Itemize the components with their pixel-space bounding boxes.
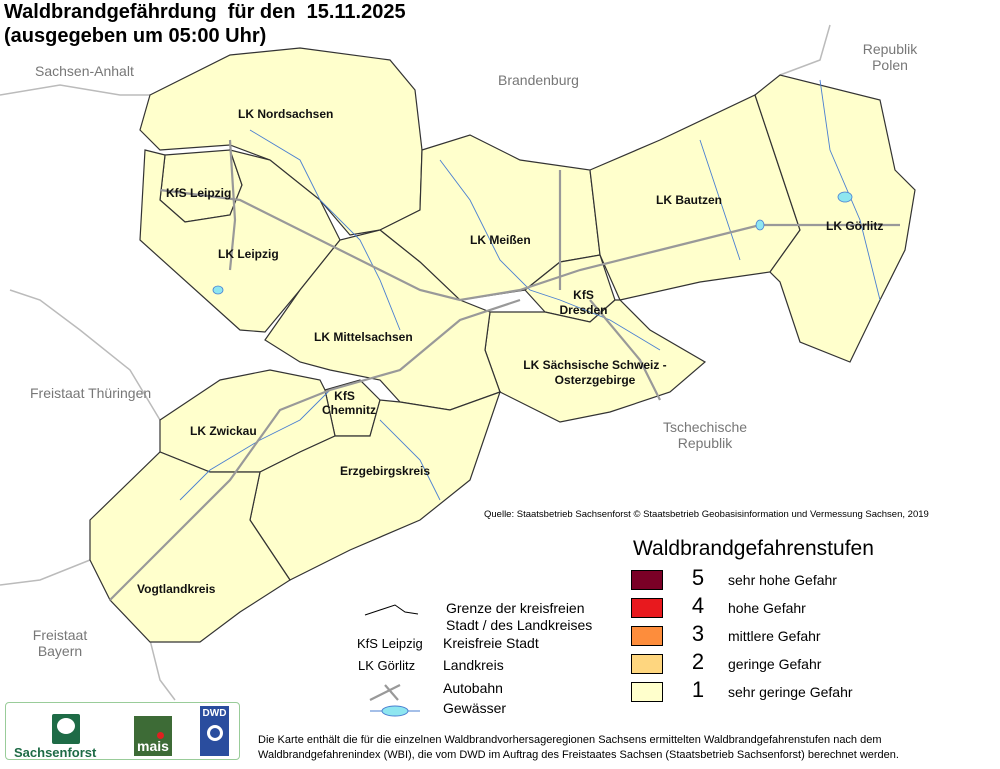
district-label: LK Görlitz: [826, 219, 884, 233]
legend-swatch: [631, 598, 663, 618]
district-label: LK Zwickau: [190, 424, 257, 438]
neighbor-label: Sachsen-Anhalt: [35, 63, 134, 79]
legend-swatch: [631, 570, 663, 590]
district-area: [89, 451, 291, 643]
neighbor-label: Freistaat Bayern: [32, 627, 88, 659]
district-area: [139, 149, 341, 333]
district-label: LK Meißen: [470, 233, 531, 247]
legend-kfs-example: KfS Leipzig: [357, 636, 423, 651]
district-label: KfS Dresden: [559, 288, 608, 317]
neighbor-label: Freistaat Thüringen: [30, 385, 152, 401]
legend-lk-example: LK Görlitz: [358, 658, 416, 673]
legend-autobahn-symbol: [369, 684, 401, 701]
district-label: LK Sächsische Schweiz - Osterzgebirge: [523, 358, 667, 387]
legend-water-symbol: [370, 705, 420, 717]
district-label: KfS Chemnitz: [322, 389, 376, 417]
source-credit: Quelle: Staatsbetrieb Sachsenforst © Sta…: [484, 509, 929, 520]
district-label: LK Nordsachsen: [238, 107, 334, 121]
neighbor-label: Tschechische Republik: [662, 419, 748, 451]
legend-lk-label: Landkreis: [443, 657, 504, 673]
neighbor-label: Brandenburg: [498, 72, 579, 88]
legend-level-number: 2: [691, 649, 705, 674]
legend-swatch: [631, 626, 663, 646]
legend-level-number: 3: [691, 621, 705, 646]
district-label: LK Bautzen: [656, 193, 722, 207]
district-label: LK Mittelsachsen: [314, 330, 413, 344]
legend-level-label: sehr hohe Gefahr: [728, 572, 837, 588]
legend-level-label: sehr geringe Gefahr: [728, 684, 853, 700]
district-label: Vogtlandkreis: [137, 582, 216, 596]
legend-level-number: 5: [691, 565, 705, 590]
dwd-logo: DWD: [200, 706, 229, 756]
district-label: LK Leipzig: [218, 247, 279, 261]
legend-title: Waldbrandgefahrenstufen: [633, 537, 874, 560]
legend-level-label: geringe Gefahr: [728, 656, 822, 672]
legend-level-number: 1: [691, 677, 705, 702]
district-label: KfS Leipzig: [166, 186, 232, 200]
district-area: [754, 74, 916, 363]
legend-border-line-symbol: [364, 604, 419, 616]
legend-kfs-label: Kreisfreie Stadt: [443, 635, 539, 651]
logo-bar: Sachsenforst mais DWD: [5, 702, 240, 760]
footnote: Die Karte enthält die für die einzelnen …: [258, 734, 899, 761]
legend-autobahn-label: Autobahn: [443, 680, 503, 696]
legend-level-label: mittlere Gefahr: [728, 628, 821, 644]
district-label: Erzgebirgskreis: [340, 464, 431, 478]
sachsenforst-logo: Sachsenforst: [14, 745, 97, 760]
neighbor-label: Republik Polen: [862, 41, 918, 73]
mais-logo: mais: [134, 716, 172, 756]
legend-border-label: Grenze der kreisfreien Stadt / des Landk…: [446, 600, 593, 633]
dwd-spiral-icon: [206, 725, 223, 741]
legend-swatch: [631, 682, 663, 702]
legend-swatch: [631, 654, 663, 674]
legend-water-label: Gewässer: [443, 700, 507, 716]
legend-level-number: 4: [691, 593, 705, 618]
district-area: [264, 229, 501, 411]
sachsenforst-tree-icon: [52, 714, 80, 744]
map-title: Waldbrandgefährdung für den 15.11.2025 (a…: [4, 1, 406, 47]
legend-level-label: hohe Gefahr: [728, 600, 806, 616]
